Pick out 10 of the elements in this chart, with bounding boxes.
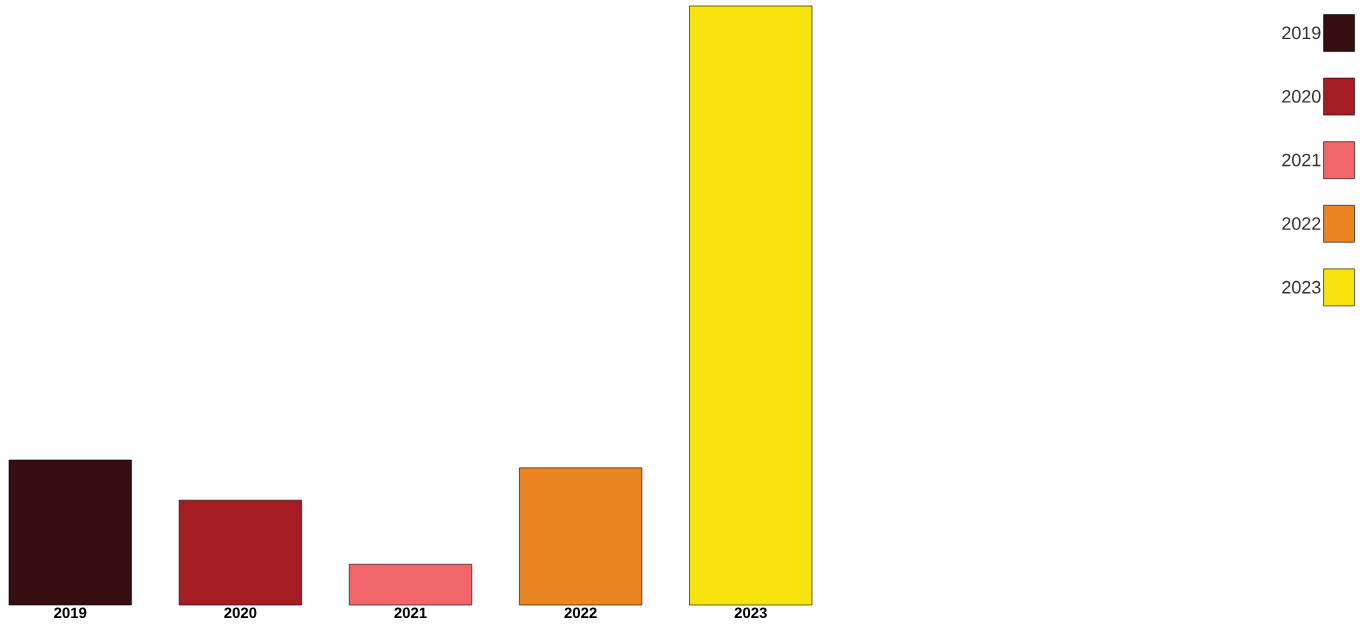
x-tick-label: 2022 <box>564 607 597 619</box>
legend-label: 2020 <box>1282 90 1321 103</box>
x-tick-label: 2021 <box>394 607 427 619</box>
legend-label: 2019 <box>1282 26 1321 40</box>
x-tick-label: 2020 <box>224 607 257 619</box>
legend-label: 2023 <box>1282 280 1321 294</box>
x-tick-label: 2019 <box>54 607 87 619</box>
legend-label: 2022 <box>1282 217 1321 230</box>
x-tick-label: 2023 <box>734 607 767 619</box>
legend-label: 2021 <box>1282 153 1321 167</box>
